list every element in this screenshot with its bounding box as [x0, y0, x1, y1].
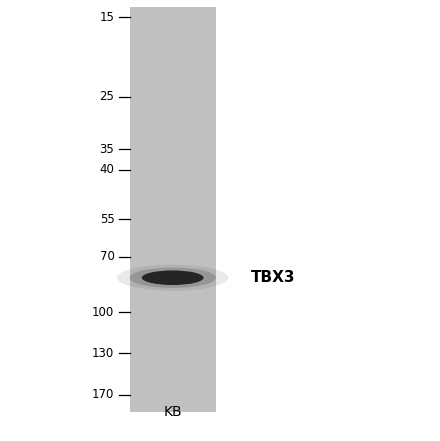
Text: 130: 130: [92, 347, 114, 360]
Text: 40: 40: [99, 164, 114, 176]
Text: 100: 100: [92, 306, 114, 319]
Text: TBX3: TBX3: [251, 270, 295, 285]
Text: 25: 25: [99, 90, 114, 103]
Text: 70: 70: [99, 250, 114, 263]
Text: KB: KB: [163, 405, 182, 419]
Ellipse shape: [117, 265, 228, 291]
Text: 35: 35: [99, 142, 114, 156]
Text: 170: 170: [92, 389, 114, 401]
Ellipse shape: [142, 270, 204, 285]
Text: 55: 55: [99, 213, 114, 226]
Bar: [130, 7, 216, 412]
Ellipse shape: [129, 268, 216, 288]
Text: 15: 15: [99, 11, 114, 24]
